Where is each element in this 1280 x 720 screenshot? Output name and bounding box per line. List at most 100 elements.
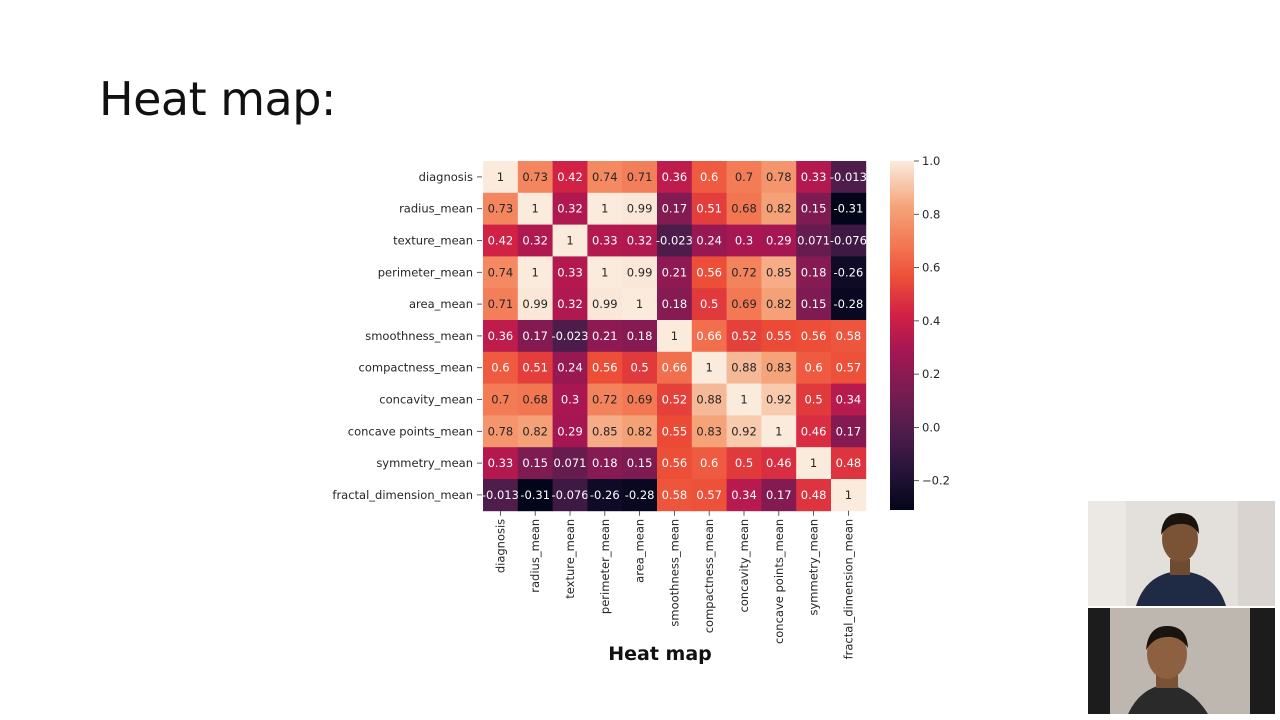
heatmap-cell-label: 0.21 bbox=[662, 265, 688, 279]
participant-top-image bbox=[1088, 501, 1275, 606]
heatmap-cell-label: 0.42 bbox=[557, 170, 583, 184]
heatmap-cell-label: 0.15 bbox=[522, 456, 548, 470]
heatmap-cell bbox=[622, 161, 658, 194]
heatmap-cell-label: 0.88 bbox=[696, 393, 722, 407]
heatmap-cell bbox=[483, 256, 519, 289]
heatmap-cell-label: 0.46 bbox=[801, 424, 827, 438]
heatmap-cell bbox=[761, 447, 797, 480]
heatmap-cell bbox=[483, 447, 519, 480]
heatmap-cell-label: 0.34 bbox=[836, 393, 862, 407]
heatmap-cell bbox=[517, 288, 553, 321]
heatmap-cell-label: 0.56 bbox=[662, 456, 688, 470]
column-tick-label: area_mean bbox=[633, 519, 647, 583]
column-tick-label: texture_mean bbox=[563, 519, 577, 599]
heatmap-cell-label: 0.68 bbox=[522, 393, 548, 407]
heatmap-cell bbox=[726, 383, 762, 416]
heatmap-cell-label: 1 bbox=[740, 393, 747, 407]
heatmap-cell-label: 0.69 bbox=[627, 393, 653, 407]
heatmap-cell-label: -0.28 bbox=[834, 297, 864, 311]
heatmap-cell bbox=[483, 192, 519, 225]
heatmap-cell bbox=[517, 320, 553, 353]
heatmap-cell-label: 0.55 bbox=[766, 329, 792, 343]
heatmap-cell bbox=[691, 351, 727, 384]
figure-caption: Heat map bbox=[608, 643, 712, 665]
column-tick-label: smoothness_mean bbox=[667, 519, 681, 627]
heatmap-cell bbox=[761, 479, 797, 512]
heatmap-cell bbox=[726, 256, 762, 289]
heatmap-cell-label: 1 bbox=[601, 265, 608, 279]
heatmap-cell bbox=[761, 351, 797, 384]
column-tick-label: radius_mean bbox=[528, 519, 542, 593]
heatmap-cell-label: 0.73 bbox=[522, 170, 548, 184]
heatmap-cell bbox=[657, 161, 693, 194]
heatmap-cell-label: 0.92 bbox=[731, 424, 757, 438]
heatmap-cell bbox=[552, 383, 588, 416]
heatmap-cell-label: 0.7 bbox=[491, 393, 509, 407]
heatmap-cell-label: 0.15 bbox=[801, 202, 827, 216]
heatmap-cell bbox=[552, 320, 588, 353]
heatmap-cell-label: 0.85 bbox=[766, 265, 792, 279]
heatmap-cell bbox=[831, 415, 867, 448]
heatmap-cell-label: 0.74 bbox=[488, 265, 514, 279]
heatmap-cell bbox=[587, 415, 623, 448]
heatmap-cell-label: 0.52 bbox=[662, 393, 688, 407]
heatmap-cell-label: 0.99 bbox=[522, 297, 548, 311]
heatmap-cell-label: 0.88 bbox=[731, 361, 757, 375]
heatmap-cell-label: 0.46 bbox=[766, 456, 792, 470]
heatmap-cell-label: 0.48 bbox=[836, 456, 862, 470]
heatmap-cell-label: 0.71 bbox=[627, 170, 653, 184]
column-tick-label: concavity_mean bbox=[737, 519, 751, 613]
heatmap-cell bbox=[796, 288, 832, 321]
video-tile-top bbox=[1088, 501, 1275, 606]
heatmap-cell bbox=[517, 256, 553, 289]
heatmap-cell-label: -0.023 bbox=[656, 234, 693, 248]
heatmap-cell-label: 0.6 bbox=[804, 361, 822, 375]
heatmap-cell-label: 0.78 bbox=[488, 424, 514, 438]
heatmap-cell-label: 0.3 bbox=[561, 393, 579, 407]
row-tick-label: radius_mean bbox=[399, 202, 473, 216]
heatmap-cell-label: -0.023 bbox=[551, 329, 588, 343]
heatmap-cell-label: 0.29 bbox=[766, 234, 792, 248]
heatmap-cell-label: -0.31 bbox=[520, 488, 550, 502]
heatmap-cell-label: 0.56 bbox=[696, 265, 722, 279]
heatmap-cell-label: 0.17 bbox=[662, 202, 688, 216]
heatmap-cell-label: 0.66 bbox=[662, 361, 688, 375]
heatmap-cell-label: 0.5 bbox=[735, 456, 753, 470]
heatmap-cell-label: -0.31 bbox=[834, 202, 864, 216]
heatmap-cell-label: -0.076 bbox=[551, 488, 588, 502]
heatmap-cell bbox=[726, 224, 762, 257]
column-tick-label: fractal_dimension_mean bbox=[841, 519, 855, 660]
heatmap-cell-label: 0.7 bbox=[735, 170, 753, 184]
heatmap-cell bbox=[726, 479, 762, 512]
heatmap-cell-label: 0.15 bbox=[801, 297, 827, 311]
column-tick-label: symmetry_mean bbox=[807, 519, 821, 616]
colorbar-tick-label: 0.4 bbox=[922, 314, 940, 328]
heatmap-cell-label: 1 bbox=[532, 265, 539, 279]
heatmap-cell-label: 0.66 bbox=[696, 329, 722, 343]
heatmap-cell bbox=[483, 383, 519, 416]
heatmap-cell bbox=[726, 415, 762, 448]
heatmap-cell-label: 0.85 bbox=[592, 424, 618, 438]
heatmap-cell bbox=[726, 288, 762, 321]
heatmap-cell-label: 1 bbox=[497, 170, 504, 184]
row-tick-label: area_mean bbox=[409, 297, 473, 311]
heatmap-cell bbox=[657, 320, 693, 353]
heatmap-cell-label: 1 bbox=[636, 297, 643, 311]
heatmap-cell bbox=[517, 447, 553, 480]
heatmap-cell-label: 0.52 bbox=[731, 329, 757, 343]
video-tile-bottom bbox=[1088, 608, 1275, 714]
heatmap-cell-label: 0.6 bbox=[700, 170, 718, 184]
heatmap-cell bbox=[761, 224, 797, 257]
heatmap-cell bbox=[831, 192, 867, 225]
heatmap-cell bbox=[483, 161, 519, 194]
heatmap-cell-label: 0.99 bbox=[627, 265, 653, 279]
heatmap-cell-label: -0.28 bbox=[625, 488, 655, 502]
heatmap-cell bbox=[517, 161, 553, 194]
colorbar bbox=[890, 161, 914, 510]
heatmap-cell bbox=[657, 256, 693, 289]
heatmap-cell-label: 0.18 bbox=[627, 329, 653, 343]
row-tick-label: fractal_dimension_mean bbox=[332, 488, 473, 502]
heatmap-cell bbox=[691, 224, 727, 257]
heatmap-cell-label: 0.17 bbox=[836, 424, 862, 438]
heatmap-cell-label: 0.58 bbox=[836, 329, 862, 343]
